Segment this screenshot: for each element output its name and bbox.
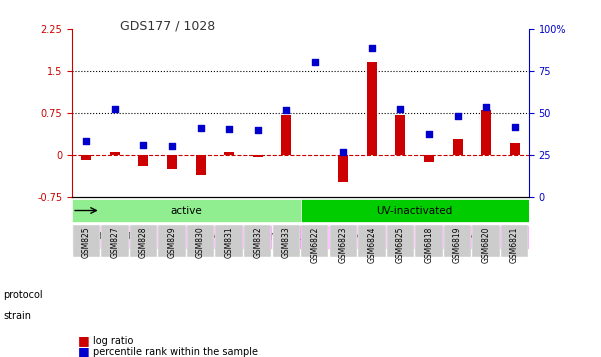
Text: fhCMV-T: fhCMV-T bbox=[340, 232, 376, 241]
Text: GSM6825: GSM6825 bbox=[396, 227, 405, 263]
Bar bbox=[281, 115, 291, 155]
Text: GSM831: GSM831 bbox=[225, 227, 234, 258]
Text: GSM6823: GSM6823 bbox=[339, 227, 348, 263]
FancyBboxPatch shape bbox=[72, 225, 157, 248]
Text: percentile rank within the sample: percentile rank within the sample bbox=[93, 347, 258, 357]
Text: GSM6822: GSM6822 bbox=[310, 227, 319, 263]
Text: GSM6824: GSM6824 bbox=[367, 227, 376, 263]
Text: GDS177 / 1028: GDS177 / 1028 bbox=[120, 20, 215, 32]
FancyBboxPatch shape bbox=[329, 225, 357, 257]
Text: protocol: protocol bbox=[3, 290, 43, 300]
FancyBboxPatch shape bbox=[444, 225, 471, 257]
Text: GSM827: GSM827 bbox=[111, 227, 120, 258]
FancyBboxPatch shape bbox=[157, 225, 272, 248]
Text: GSM6821: GSM6821 bbox=[510, 227, 519, 263]
Point bbox=[395, 106, 405, 112]
Bar bbox=[138, 155, 148, 166]
Point bbox=[253, 127, 263, 133]
Bar bbox=[252, 155, 263, 157]
Text: CMV_AD169: CMV_AD169 bbox=[259, 232, 314, 241]
Text: log ratio: log ratio bbox=[93, 336, 133, 346]
FancyBboxPatch shape bbox=[73, 225, 100, 257]
FancyBboxPatch shape bbox=[472, 225, 500, 257]
Point bbox=[338, 150, 348, 155]
Bar bbox=[510, 143, 520, 155]
Bar bbox=[338, 155, 349, 182]
FancyBboxPatch shape bbox=[501, 225, 528, 257]
Text: ■: ■ bbox=[78, 345, 90, 357]
Point bbox=[481, 105, 491, 110]
FancyBboxPatch shape bbox=[300, 199, 529, 222]
FancyBboxPatch shape bbox=[101, 225, 129, 257]
Text: fhCMV-H: fhCMV-H bbox=[453, 232, 491, 241]
Point bbox=[453, 113, 462, 119]
Bar bbox=[224, 152, 234, 155]
Text: ■: ■ bbox=[78, 335, 90, 347]
FancyBboxPatch shape bbox=[415, 225, 443, 257]
Text: GSM829: GSM829 bbox=[168, 227, 177, 258]
Bar bbox=[395, 115, 406, 155]
FancyBboxPatch shape bbox=[158, 225, 186, 257]
Point bbox=[139, 142, 148, 148]
Bar bbox=[167, 155, 177, 169]
Bar bbox=[195, 155, 206, 175]
Bar bbox=[481, 110, 491, 155]
Point bbox=[510, 124, 519, 130]
FancyBboxPatch shape bbox=[187, 225, 215, 257]
FancyBboxPatch shape bbox=[272, 225, 300, 257]
Text: strain: strain bbox=[3, 311, 31, 321]
Point bbox=[82, 138, 91, 144]
Point bbox=[110, 106, 120, 112]
Point bbox=[224, 126, 234, 132]
FancyBboxPatch shape bbox=[130, 225, 157, 257]
FancyBboxPatch shape bbox=[301, 225, 329, 257]
Text: GSM833: GSM833 bbox=[282, 227, 291, 258]
Text: active: active bbox=[171, 206, 202, 216]
Point bbox=[167, 143, 177, 149]
Text: GSM6820: GSM6820 bbox=[481, 227, 490, 263]
FancyBboxPatch shape bbox=[386, 225, 414, 257]
Text: fhCMV-H: fhCMV-H bbox=[195, 232, 234, 241]
Bar bbox=[424, 155, 434, 162]
Point bbox=[310, 60, 320, 65]
Text: fhCMV-T: fhCMV-T bbox=[97, 232, 133, 241]
Point bbox=[367, 45, 377, 51]
Text: UV-inactivated: UV-inactivated bbox=[377, 206, 453, 216]
FancyBboxPatch shape bbox=[244, 225, 272, 257]
FancyBboxPatch shape bbox=[72, 199, 300, 222]
Point bbox=[281, 107, 291, 113]
Bar bbox=[110, 152, 120, 155]
Text: GSM832: GSM832 bbox=[253, 227, 262, 258]
Bar bbox=[81, 155, 91, 160]
FancyBboxPatch shape bbox=[300, 225, 415, 248]
Bar bbox=[367, 62, 377, 155]
Text: GSM825: GSM825 bbox=[82, 227, 91, 258]
Point bbox=[196, 125, 206, 131]
FancyBboxPatch shape bbox=[415, 225, 529, 248]
FancyBboxPatch shape bbox=[215, 225, 243, 257]
Text: GSM6818: GSM6818 bbox=[424, 227, 433, 263]
Point bbox=[424, 131, 434, 137]
FancyBboxPatch shape bbox=[272, 225, 300, 248]
Text: GSM830: GSM830 bbox=[196, 227, 205, 258]
Text: GSM6819: GSM6819 bbox=[453, 227, 462, 263]
Bar bbox=[453, 140, 463, 155]
FancyBboxPatch shape bbox=[358, 225, 386, 257]
Text: GSM828: GSM828 bbox=[139, 227, 148, 258]
